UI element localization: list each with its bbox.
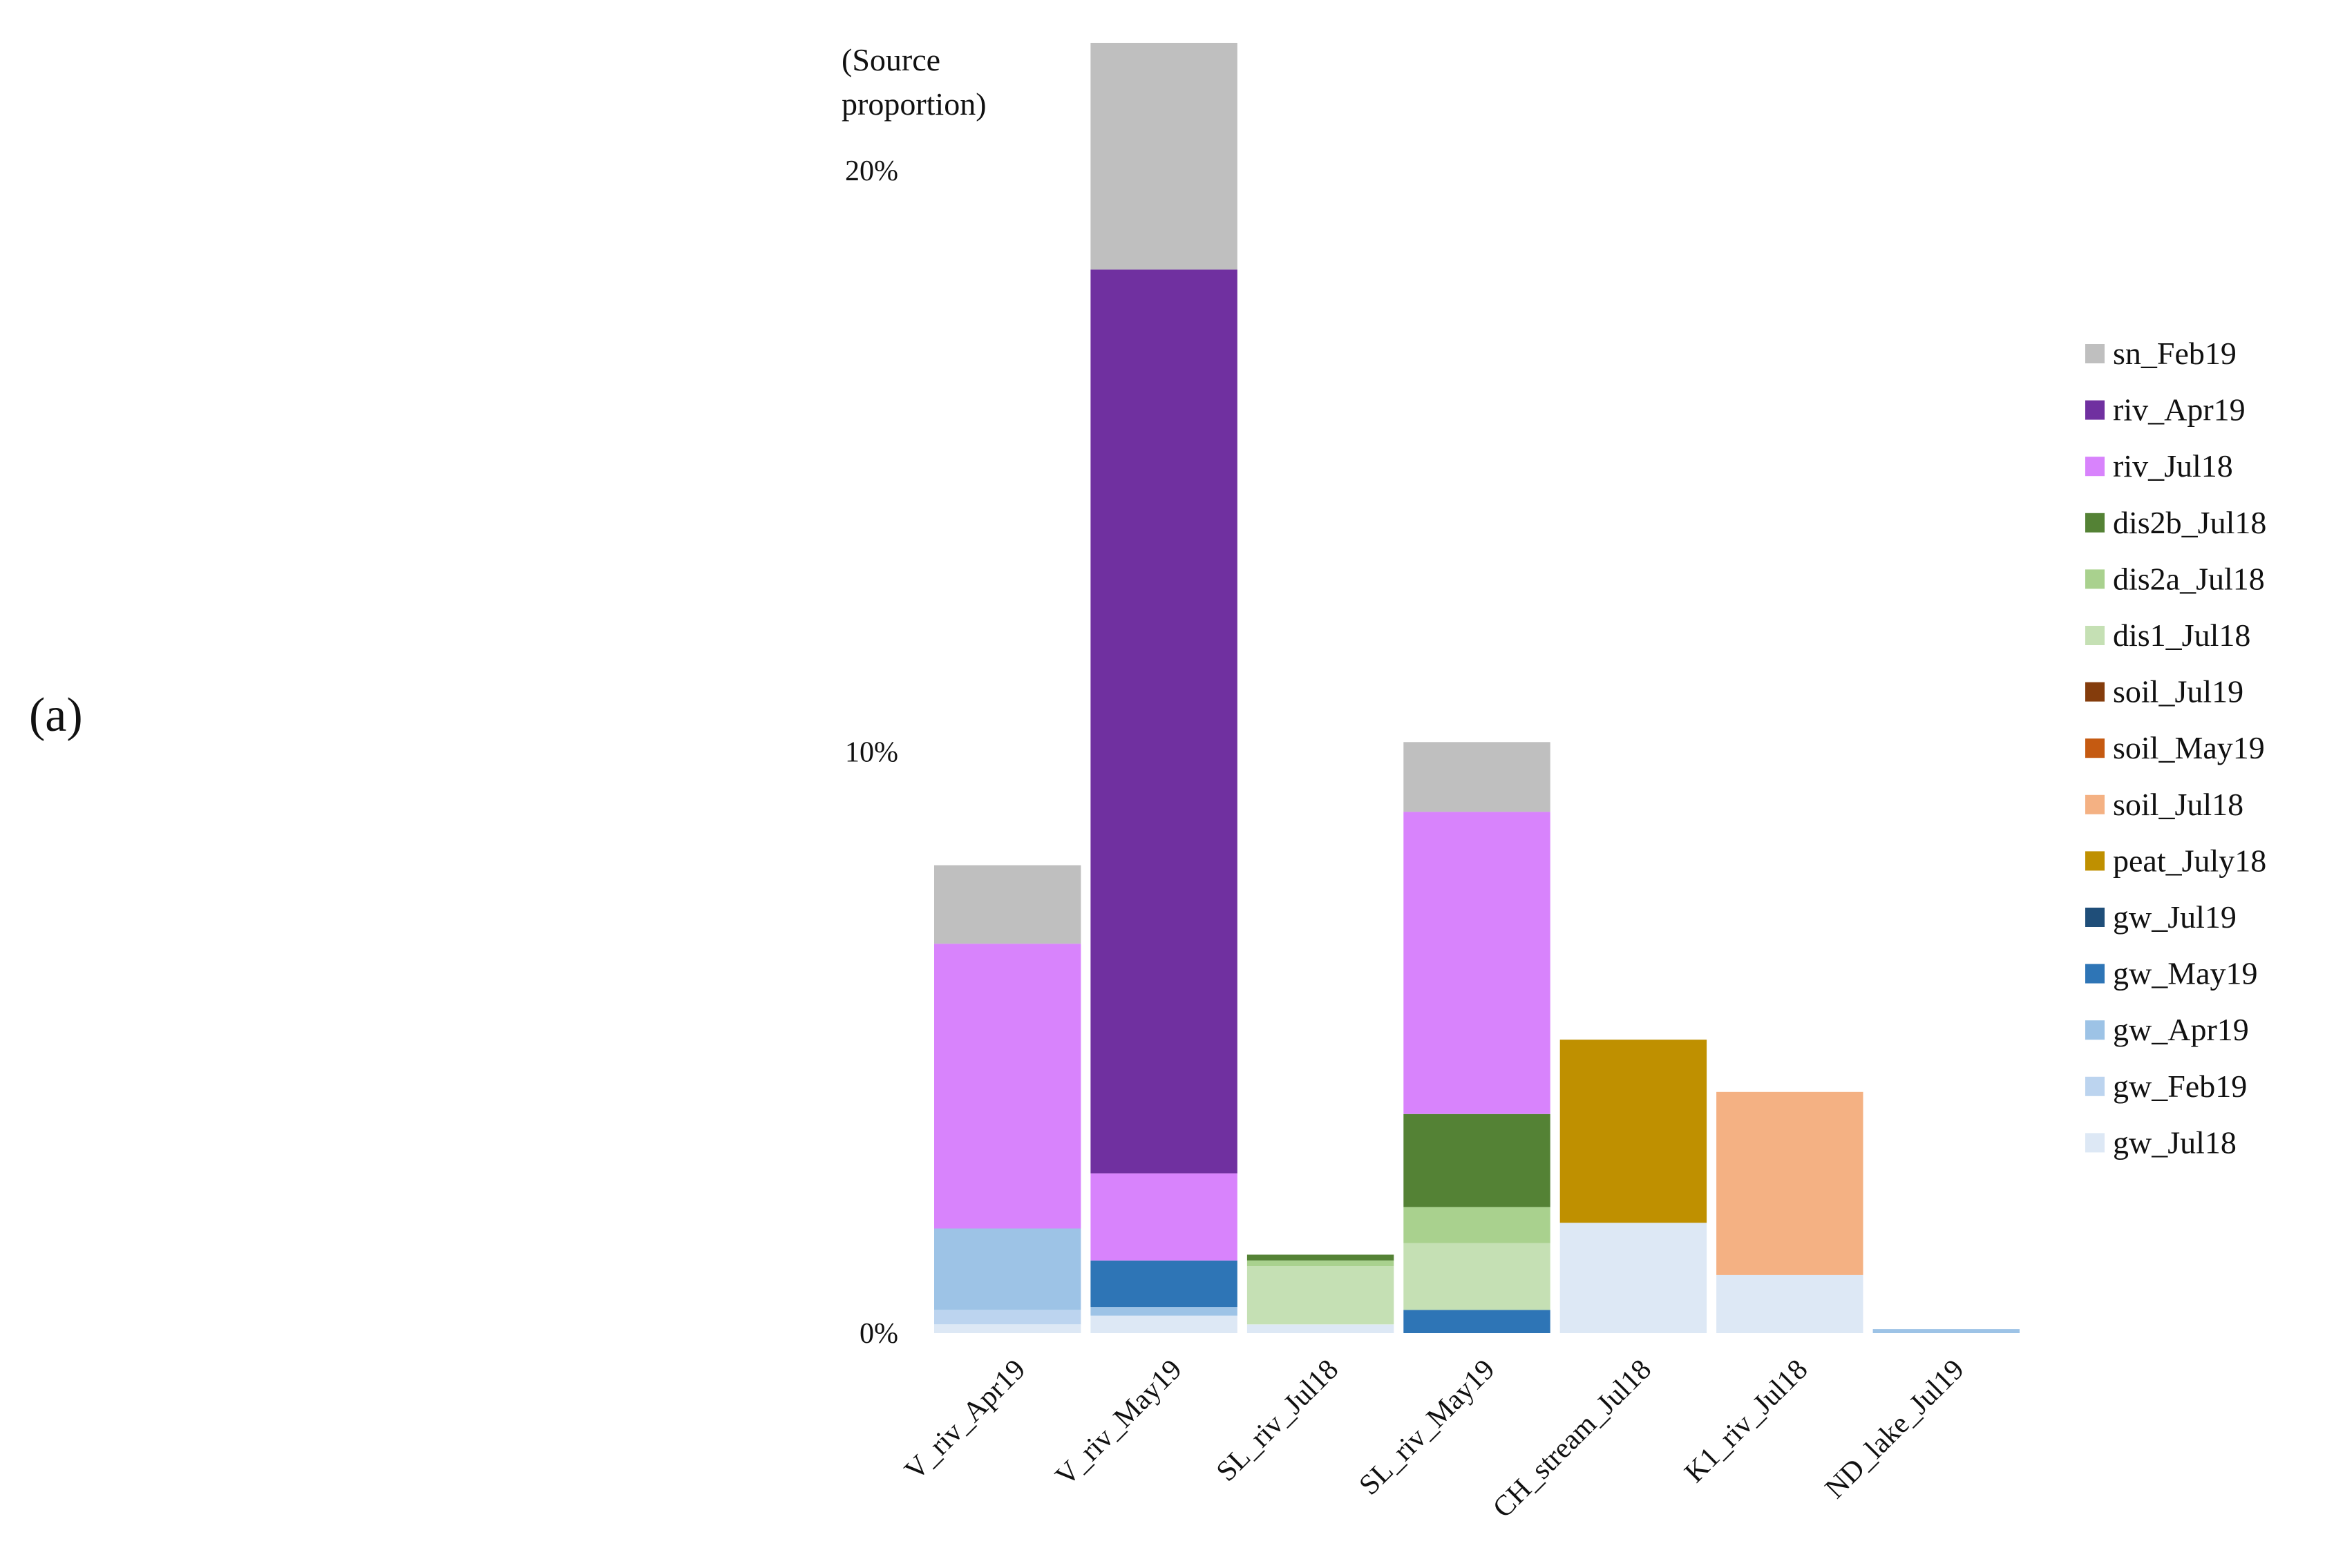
x-tick-label: SL_riv_Jul18: [1211, 1354, 1345, 1488]
legend-item-soil-jul19: soil_Jul19: [2085, 674, 2243, 709]
legend-label: gw_Apr19: [2113, 1012, 2249, 1047]
legend: sn_Feb19 riv_Apr19 riv_Jul18 dis2b_Jul18dis…: [2085, 336, 2266, 1160]
bar-segment-nd-lake-jul19-gw-apr19: [1872, 1329, 2020, 1333]
legend-swatch: [2085, 851, 2105, 871]
y-tick-label: 10%: [845, 737, 898, 769]
y-axis-ticks: 0% 10% 20%: [845, 155, 898, 1350]
bar-segment-sl-riv-may19-dis2b-jul18: [1403, 1113, 1550, 1207]
legend-swatch: [2085, 738, 2105, 758]
y-tick-label: 0%: [860, 1318, 898, 1350]
x-tick-label: ND_lake_Jul19: [1819, 1354, 1971, 1505]
legend-swatch: [2085, 1133, 2105, 1153]
legend-swatch: [2085, 457, 2105, 477]
legend-swatch: [2085, 513, 2105, 533]
legend-item-riv-jul18: riv_Jul18: [2085, 448, 2233, 484]
bar-segment-sl-riv-may19-dis2a-jul18: [1403, 1207, 1550, 1243]
x-tick-label: CH_stream_Jul18: [1487, 1354, 1658, 1524]
x-tick-label: V_riv_Apr19: [899, 1354, 1032, 1487]
bar-segment-sl-riv-jul18-gw-jul18: [1246, 1324, 1394, 1333]
bar-segment-v-riv-may19-sn-feb19: [1090, 43, 1237, 270]
y-axis-title-line: (Source: [842, 42, 940, 77]
bar-segment-v-riv-apr19-gw-jul18: [934, 1324, 1081, 1333]
legend-item-peat-july18: peat_July18: [2085, 843, 2266, 878]
bar-segment-v-riv-apr19-gw-feb19: [934, 1310, 1081, 1325]
bar-segment-v-riv-apr19-gw-apr19: [934, 1228, 1081, 1310]
bar-segment-k1-riv-jul18-gw-jul18: [1716, 1274, 1863, 1333]
bar-segment-sl-riv-jul18-dis1-jul18: [1246, 1266, 1394, 1325]
legend-item-riv-apr19: riv_Apr19: [2085, 392, 2246, 428]
legend-label: riv_Jul18: [2113, 448, 2233, 484]
bar-segment-sl-riv-may19-gw-may19: [1403, 1310, 1550, 1333]
legend-swatch: [2085, 964, 2105, 984]
x-tick-label: K1_riv_Jul18: [1679, 1354, 1814, 1489]
y-axis-title-line: proportion): [842, 86, 987, 122]
bar-segment-v-riv-may19-gw-jul18: [1090, 1315, 1237, 1333]
legend-label: soil_May19: [2113, 730, 2265, 765]
bar-segment-sl-riv-may19-dis1-jul18: [1403, 1243, 1550, 1310]
bar-segment-v-riv-may19-gw-may19: [1090, 1260, 1237, 1308]
bars: [934, 43, 2020, 1333]
legend-item-soil-may19: soil_May19: [2085, 730, 2265, 765]
legend-swatch: [2085, 626, 2105, 645]
bar-segment-v-riv-may19-riv-apr19: [1090, 269, 1237, 1174]
legend-label: peat_July18: [2113, 843, 2266, 878]
bar-segment-v-riv-may19-gw-apr19: [1090, 1307, 1237, 1316]
legend-swatch: [2085, 908, 2105, 927]
legend-item-dis2b-jul18: dis2b_Jul18: [2085, 505, 2266, 540]
bar-segment-k1-riv-jul18-soil-jul18: [1716, 1091, 1863, 1275]
legend-label: dis2a_Jul18: [2113, 561, 2265, 596]
legend-item-sn-feb19: sn_Feb19: [2085, 336, 2237, 371]
x-tick-label: SL_riv_May19: [1354, 1354, 1501, 1502]
legend-item-gw-apr19: gw_Apr19: [2085, 1012, 2249, 1047]
legend-item-soil-jul18: soil_Jul18: [2085, 787, 2243, 822]
legend-swatch: [2085, 569, 2105, 589]
legend-item-dis1-jul18: dis1_Jul18: [2085, 618, 2250, 653]
legend-swatch: [2085, 1020, 2105, 1040]
bar-segment-sl-riv-jul18-dis2b-jul18: [1246, 1254, 1394, 1261]
legend-item-gw-jul19: gw_Jul19: [2085, 899, 2237, 935]
legend-label: soil_Jul18: [2113, 787, 2243, 822]
x-axis-ticks: V_riv_Apr19 V_riv_May19 SL_riv_Jul18 SL_riv…: [899, 1354, 1971, 1524]
legend-swatch: [2085, 1076, 2105, 1096]
legend-swatch: [2085, 344, 2105, 363]
bar-segment-sl-riv-jul18-dis2a-jul18: [1246, 1260, 1394, 1267]
bar-segment-v-riv-apr19-sn-feb19: [934, 865, 1081, 944]
x-tick-label: V_riv_May19: [1050, 1354, 1188, 1493]
legend-label: sn_Feb19: [2113, 336, 2237, 371]
legend-label: riv_Apr19: [2113, 392, 2246, 428]
legend-item-gw-jul18: gw_Jul18: [2085, 1125, 2237, 1160]
bar-segment-sl-riv-may19-sn-feb19: [1403, 742, 1550, 812]
legend-item-dis2a-jul18: dis2a_Jul18: [2085, 561, 2265, 596]
y-axis-title: (Source proportion): [842, 42, 987, 122]
bar-segment-ch-stream-jul18-peat-july18: [1559, 1040, 1707, 1223]
legend-label: gw_Jul18: [2113, 1125, 2237, 1160]
legend-label: soil_Jul19: [2113, 674, 2243, 709]
legend-item-gw-feb19: gw_Feb19: [2085, 1069, 2247, 1104]
legend-label: gw_Jul19: [2113, 899, 2237, 935]
bar-segment-sl-riv-may19-riv-jul18: [1403, 812, 1550, 1114]
legend-swatch: [2085, 682, 2105, 702]
legend-label: gw_May19: [2113, 956, 2258, 991]
bar-segment-ch-stream-jul18-gw-jul18: [1559, 1223, 1707, 1333]
legend-label: dis2b_Jul18: [2113, 505, 2266, 540]
legend-label: dis1_Jul18: [2113, 618, 2250, 653]
legend-swatch: [2085, 400, 2105, 420]
bar-segment-v-riv-may19-riv-jul18: [1090, 1173, 1237, 1261]
y-tick-label: 20%: [845, 155, 898, 187]
legend-item-gw-may19: gw_May19: [2085, 956, 2258, 991]
legend-swatch: [2085, 794, 2105, 814]
legend-label: gw_Feb19: [2113, 1069, 2247, 1104]
bar-segment-v-riv-apr19-riv-jul18: [934, 944, 1081, 1229]
panel-label: (a): [29, 689, 83, 742]
